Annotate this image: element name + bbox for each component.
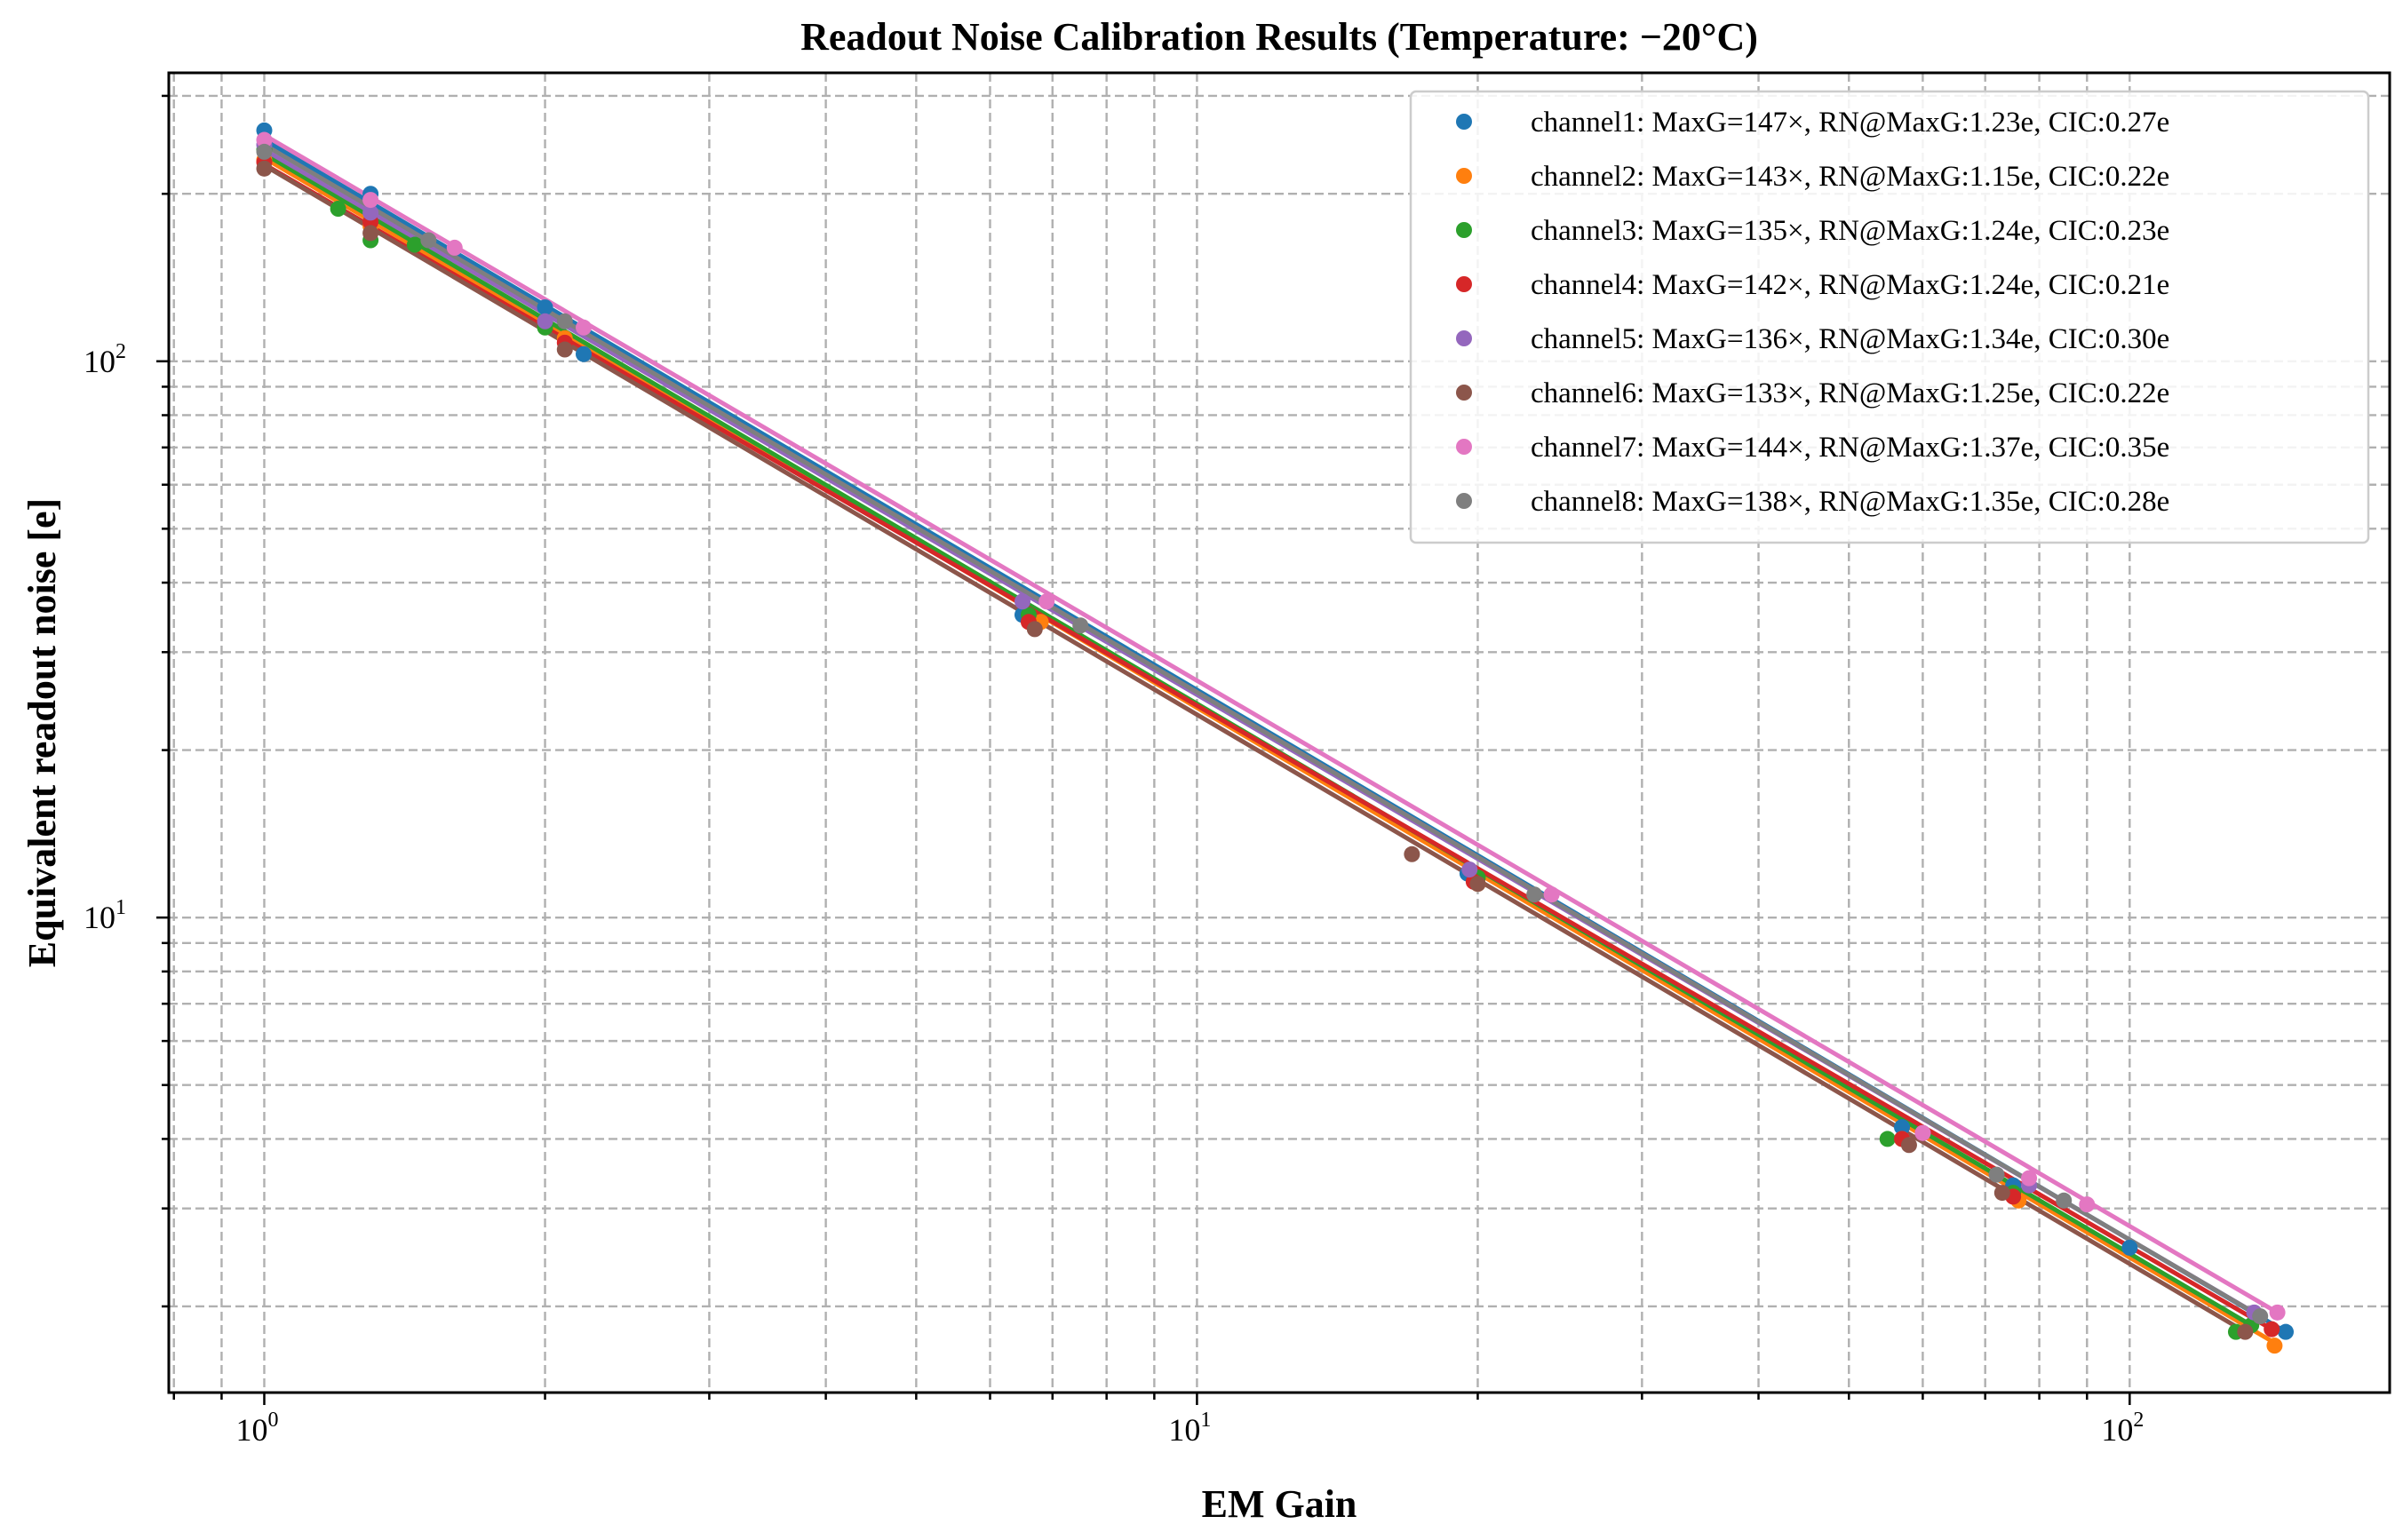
fit-line-channel6 bbox=[261, 163, 2248, 1335]
data-point-channel7 bbox=[2021, 1170, 2038, 1187]
data-point-channel8 bbox=[256, 143, 273, 160]
legend-marker-channel2 bbox=[1456, 168, 1472, 184]
data-point-channel5 bbox=[1014, 593, 1030, 610]
data-point-channel3 bbox=[330, 201, 346, 218]
data-point-channel3 bbox=[406, 236, 423, 253]
legend-marker-channel4 bbox=[1456, 276, 1472, 292]
data-points bbox=[256, 122, 2295, 1354]
data-point-channel4 bbox=[2264, 1321, 2280, 1338]
legend-marker-channel8 bbox=[1456, 493, 1472, 509]
data-point-channel6 bbox=[256, 160, 273, 177]
data-point-channel8 bbox=[1526, 886, 1543, 903]
data-point-channel7 bbox=[1038, 593, 1055, 610]
y-tick-label: 102 bbox=[84, 340, 126, 379]
data-point-channel8 bbox=[420, 232, 437, 249]
data-point-channel7 bbox=[362, 192, 379, 209]
x-tick-label: 102 bbox=[2101, 1409, 2144, 1448]
data-point-channel5 bbox=[537, 313, 553, 329]
data-point-channel1 bbox=[1894, 1119, 1911, 1136]
data-point-channel6 bbox=[2237, 1323, 2254, 1340]
data-point-channel8 bbox=[1988, 1166, 2005, 1183]
data-point-channel5 bbox=[362, 204, 379, 221]
data-point-channel7 bbox=[2269, 1304, 2286, 1321]
y-axis-label: Equivalent readout noise [e] bbox=[20, 498, 64, 967]
data-point-channel6 bbox=[1404, 845, 1420, 862]
data-point-channel5 bbox=[1461, 861, 1478, 878]
data-point-channel6 bbox=[1993, 1185, 2010, 1202]
legend-marker-channel5 bbox=[1456, 330, 1472, 346]
data-point-channel1 bbox=[537, 299, 553, 316]
fit-line-channel2 bbox=[261, 155, 2277, 1346]
data-point-channel7 bbox=[2079, 1196, 2096, 1213]
legend-marker-channel7 bbox=[1456, 439, 1472, 455]
data-point-channel7 bbox=[1914, 1124, 1931, 1141]
data-point-channel1 bbox=[2121, 1239, 2138, 1256]
y-axis-ticks: 101 102 bbox=[84, 94, 169, 1308]
x-axis-ticks: 100 101 102 bbox=[172, 1393, 2144, 1448]
data-point-channel8 bbox=[2056, 1192, 2073, 1209]
x-tick-label: 101 bbox=[1168, 1409, 1211, 1448]
data-point-channel7 bbox=[576, 319, 593, 336]
y-tick-label: 101 bbox=[84, 896, 126, 935]
data-point-channel6 bbox=[362, 225, 379, 242]
grid bbox=[169, 73, 2390, 1393]
fit-line-channel7 bbox=[261, 132, 2280, 1315]
legend-label-channel4: channel4: MaxG=142×, RN@MaxG:1.24e, CIC:… bbox=[1531, 269, 2169, 301]
legend-label-channel5: channel5: MaxG=136×, RN@MaxG:1.34e, CIC:… bbox=[1531, 323, 2169, 355]
legend-label-channel3: channel3: MaxG=135×, RN@MaxG:1.24e, CIC:… bbox=[1531, 215, 2169, 247]
legend-label-channel8: channel8: MaxG=138×, RN@MaxG:1.35e, CIC:… bbox=[1531, 486, 2169, 518]
legend-marker-channel1 bbox=[1456, 114, 1472, 130]
fit-line-channel4 bbox=[261, 162, 2274, 1332]
data-point-channel2 bbox=[2266, 1338, 2283, 1354]
x-tick-label: 100 bbox=[235, 1409, 278, 1448]
data-point-channel6 bbox=[1469, 876, 1486, 893]
legend-label-channel1: channel1: MaxG=147×, RN@MaxG:1.23e, CIC:… bbox=[1531, 107, 2169, 139]
data-point-channel6 bbox=[1026, 621, 1043, 638]
data-point-channel7 bbox=[256, 131, 273, 148]
data-point-channel7 bbox=[1543, 886, 1560, 903]
data-point-channel3 bbox=[1879, 1131, 1896, 1147]
data-point-channel1 bbox=[576, 345, 593, 362]
data-point-channel1 bbox=[2278, 1323, 2295, 1340]
legend-marker-channel3 bbox=[1456, 222, 1472, 238]
data-point-channel7 bbox=[446, 239, 463, 256]
legend: channel1: MaxG=147×, RN@MaxG:1.23e, CIC:… bbox=[1409, 90, 2370, 544]
legend-label-channel6: channel6: MaxG=133×, RN@MaxG:1.25e, CIC:… bbox=[1531, 377, 2169, 409]
data-point-channel8 bbox=[2252, 1308, 2269, 1325]
fit-line-channel8 bbox=[261, 142, 2263, 1319]
data-point-channel8 bbox=[556, 313, 573, 329]
x-axis-label: EM Gain bbox=[1202, 1482, 1357, 1526]
legend-box bbox=[1409, 90, 2370, 544]
data-point-channel6 bbox=[1900, 1137, 1917, 1154]
chart-title: Readout Noise Calibration Results (Tempe… bbox=[800, 15, 1758, 59]
legend-label-channel7: channel7: MaxG=144×, RN@MaxG:1.37e, CIC:… bbox=[1531, 432, 2169, 464]
legend-marker-channel6 bbox=[1456, 385, 1472, 401]
data-point-channel8 bbox=[1072, 617, 1089, 634]
plot-frame bbox=[167, 71, 2391, 1394]
data-point-channel6 bbox=[556, 341, 573, 358]
legend-label-channel2: channel2: MaxG=143×, RN@MaxG:1.15e, CIC:… bbox=[1531, 161, 2169, 193]
